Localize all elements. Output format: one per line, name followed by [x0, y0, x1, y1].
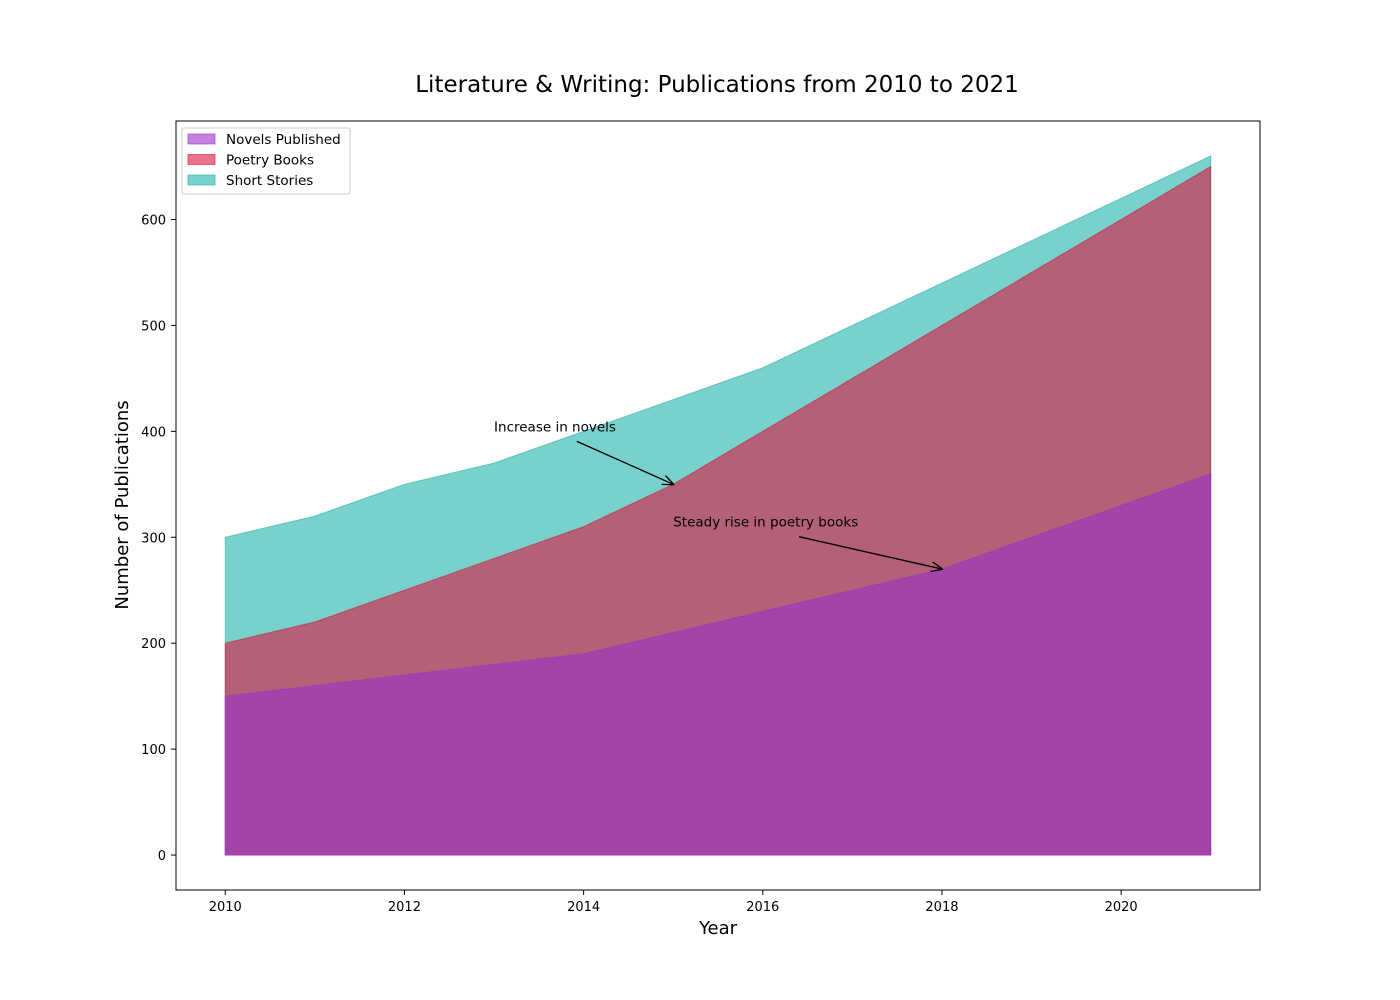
area-novels-published [224, 473, 1212, 856]
legend-label-short-stories: Short Stories [226, 173, 313, 189]
chart-title: Literature & Writing: Publications from … [415, 72, 1019, 98]
y-tick-label: 0 [158, 849, 166, 864]
x-axis-label: Year [698, 918, 738, 939]
annotation-arrow [798, 536, 942, 569]
y-tick-label: 200 [141, 637, 166, 652]
y-axis-label: Number of Publications [112, 400, 133, 609]
x-axis-ticks: 2010 2012 2014 2016 2018 2020 [209, 890, 1138, 915]
legend-swatch-poetry-books [187, 154, 216, 165]
legend-swatch-short-stories [187, 174, 216, 186]
y-tick-label: 300 [141, 531, 166, 546]
legend-frame [181, 127, 351, 195]
annotation-text: Steady rise in poetry books [673, 515, 858, 531]
legend-swatch-novels-published [187, 133, 216, 145]
legend-label-poetry-books: Poetry Books [226, 153, 314, 169]
y-tick-label: 600 [141, 214, 166, 229]
annotation-arrow [576, 440, 673, 484]
x-tick-label: 2016 [746, 900, 779, 915]
x-tick-label: 2012 [388, 900, 421, 915]
y-tick-label: 100 [141, 743, 166, 758]
y-axis-ticks: 0 100 200 300 400 500 600 [141, 214, 176, 864]
annotation-text: Increase in novels [494, 419, 616, 435]
x-tick-label: 2018 [925, 900, 958, 915]
x-tick-label: 2020 [1105, 900, 1138, 915]
area-series-layer [224, 155, 1212, 856]
x-tick-label: 2010 [209, 900, 242, 915]
legend-label-novels-published: Novels Published [226, 132, 341, 148]
y-tick-label: 500 [141, 319, 166, 334]
x-tick-label: 2014 [567, 900, 600, 915]
y-tick-label: 400 [141, 425, 166, 440]
annotations-layer: Increase in novels Steady rise in poetry … [494, 419, 942, 569]
chart-legend: Novels Published Poetry Books Short Storie… [181, 127, 351, 195]
plot-frame [175, 120, 1261, 891]
